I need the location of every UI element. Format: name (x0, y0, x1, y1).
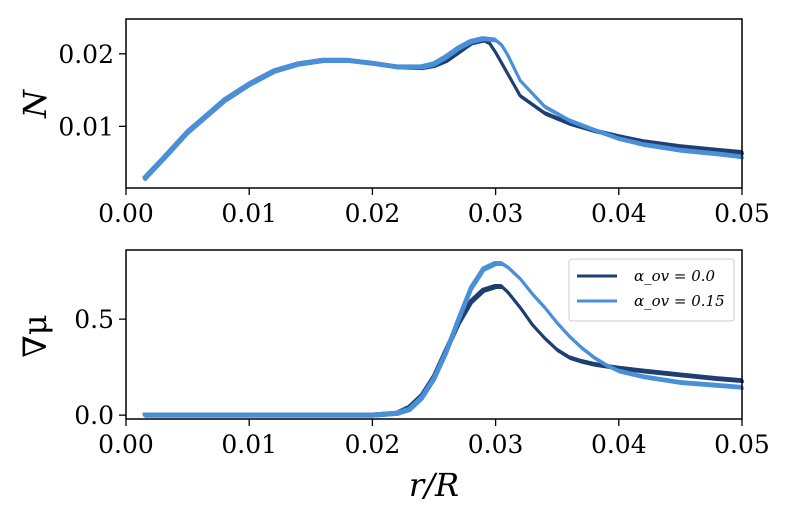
bottom-xtick-label: 0.04 (591, 430, 647, 459)
bottom-axes-frame (125, 249, 743, 420)
bottom-series-line-1-track-3 (144, 263, 744, 418)
legend-label-alpha-0: α_ov = 0.0 (634, 267, 716, 285)
bottom-xtick-label: 0.03 (468, 430, 524, 459)
bottom-xtick-label: 0.05 (714, 430, 770, 459)
bottom-xlabel: r/R (409, 466, 459, 504)
bottom-xtick-label: 0.00 (98, 430, 154, 459)
bottom-yticks: 0.0 0.5 (74, 305, 126, 430)
bottom-ytick-label: 0.5 (74, 305, 114, 334)
top-series-line-1-track-2 (142, 36, 743, 179)
bottom-ylabel: ∇μ (16, 314, 54, 357)
bottom-series-line-1-track-4 (142, 260, 743, 415)
top-xticks: 0.00 0.01 0.02 0.03 0.04 0.05 (98, 188, 770, 228)
top-xtick-label: 0.04 (591, 199, 647, 228)
top-ytick-label: 0.02 (58, 40, 114, 69)
bottom-panel: 0.00 0.01 0.02 0.03 0.04 0.05 0.0 0.5 ∇μ r/R α… (16, 249, 770, 504)
top-ylabel: N (16, 89, 54, 119)
bottom-series-group (142, 260, 744, 418)
legend-label-alpha-015: α_ov = 0.15 (634, 292, 725, 310)
top-yticks: 0.01 0.02 (58, 40, 126, 141)
top-series-line-1-track-4 (142, 36, 743, 179)
top-series-line-1-track-3 (144, 38, 744, 182)
top-series-group (142, 36, 744, 182)
top-axes-frame (125, 18, 743, 189)
bottom-ytick-label: 0.0 (74, 401, 114, 430)
bottom-xtick-label: 0.02 (345, 430, 401, 459)
bottom-xticks: 0.00 0.01 0.02 0.03 0.04 0.05 (98, 419, 770, 459)
top-xtick-label: 0.01 (221, 199, 277, 228)
legend: α_ov = 0.0 α_ov = 0.15 (568, 258, 735, 322)
top-xtick-label: 0.00 (98, 199, 154, 228)
top-panel: 0.00 0.01 0.02 0.03 0.04 0.05 0.01 0.02 N (16, 18, 770, 228)
top-ytick-label: 0.01 (58, 112, 114, 141)
top-xtick-label: 0.02 (345, 199, 401, 228)
bottom-xtick-label: 0.01 (221, 430, 277, 459)
top-xtick-label: 0.03 (468, 199, 524, 228)
top-series-line-0-track-3 (144, 40, 744, 182)
top-xtick-label: 0.05 (714, 199, 770, 228)
